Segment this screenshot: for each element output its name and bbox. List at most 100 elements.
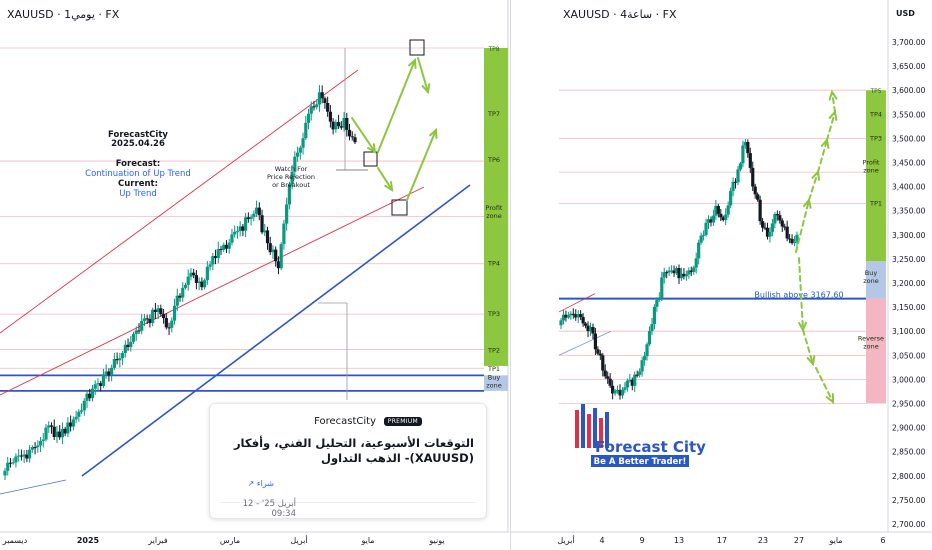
daily-candle <box>323 98 327 103</box>
daily-candle <box>153 309 157 312</box>
h4-candle <box>603 370 607 377</box>
zone-label-4a: Buy <box>865 269 878 277</box>
daily-candle <box>200 281 204 288</box>
logo-bar <box>605 412 609 448</box>
zone-label-top: TP5 <box>869 88 881 95</box>
logo-bar <box>575 410 579 448</box>
daily-candle <box>55 431 59 438</box>
h4-candle <box>655 299 659 307</box>
zone-label-2a: Profit <box>486 204 503 212</box>
daily-candle <box>181 287 185 298</box>
daily-candle <box>326 102 330 112</box>
h4-candle <box>645 344 649 357</box>
price-tick: 3,450.00 <box>892 159 926 168</box>
h4-candle <box>753 186 757 195</box>
forecast-arrow-down1-head <box>367 143 377 154</box>
logo-bar <box>581 404 585 448</box>
daily-candle <box>159 308 163 315</box>
daily-candle <box>66 422 70 434</box>
logo-bar <box>593 408 597 448</box>
h4-candle <box>660 277 664 298</box>
daily-candle <box>293 156 297 172</box>
price-tick: 2,900.00 <box>892 424 926 433</box>
h4-candle <box>606 376 610 379</box>
h4-candle <box>625 380 629 388</box>
daily-candle <box>90 388 95 399</box>
daily-candle <box>52 426 56 438</box>
zone-label-0: TP4 <box>869 110 882 118</box>
idea-card[interactable]: ForecastCity PREMIUM التوقعات الأسبوعية،… <box>209 403 487 519</box>
h4-candle <box>780 220 784 227</box>
idea-title[interactable]: التوقعات الأسبوعية، التحليل الفني، وأفكا… <box>233 436 474 465</box>
h4-candle <box>768 231 772 237</box>
daily-candle <box>71 419 75 427</box>
price-tick: 2,750.00 <box>892 496 926 505</box>
daily-candle <box>285 204 289 224</box>
daily-chart-panel[interactable]: TP8 TP7 TP6 Profit zone TP4 TP3 TP2 TP1 Buy zone Fo… <box>0 0 509 550</box>
h4-candle <box>714 205 718 216</box>
symbol-title: XAUUSD · 4ساعة · FX <box>563 8 677 21</box>
daily-candle <box>222 244 226 250</box>
price-tick: 3,200.00 <box>892 279 926 288</box>
daily-candle <box>315 104 319 108</box>
h4-chart[interactable]: TP5TP4TP3ProfitzoneTP1BuyzoneReversezone… <box>511 0 932 550</box>
up-arrow-4 <box>826 111 836 141</box>
reverse-zone <box>866 298 886 404</box>
down-arrow-2 <box>802 329 814 365</box>
time-tick: 13 <box>674 536 684 545</box>
daily-candle <box>274 249 278 262</box>
daily-candle <box>38 440 43 446</box>
daily-candle <box>252 213 256 218</box>
h4-candle <box>598 353 602 356</box>
daily-candle <box>28 449 32 459</box>
daily-candle <box>230 234 234 243</box>
daily-candle <box>235 231 240 233</box>
h4-chart-panel[interactable]: TP5 TP4 TP3 Profit zone TP1 Buy zone Reverse zone… <box>510 0 932 550</box>
h4-candle <box>795 234 799 242</box>
profit-zone <box>484 48 508 366</box>
h4-candle <box>687 270 691 275</box>
daily-candle <box>49 425 54 427</box>
down-arrow-2-head <box>806 355 816 367</box>
forecast-arrow-down3-head <box>384 181 394 192</box>
daily-candle <box>295 152 300 157</box>
daily-candle <box>249 217 253 220</box>
target-box-1 <box>409 39 425 56</box>
zone-label-2b: zone <box>486 212 502 220</box>
daily-candle <box>345 117 349 130</box>
h4-candle <box>760 221 765 228</box>
h4-candle <box>751 167 755 187</box>
idea-author[interactable]: ForecastCity <box>314 416 376 427</box>
time-tick: 23 <box>758 536 768 545</box>
daily-candle <box>175 295 179 306</box>
h4-candle <box>667 270 671 273</box>
h4-candle <box>704 222 708 235</box>
target-box-2 <box>363 151 378 167</box>
price-tick: 3,600.00 <box>892 86 926 95</box>
price-tick: 3,500.00 <box>892 134 926 143</box>
h4-candle <box>709 219 713 223</box>
up-arrow-5 <box>831 91 836 113</box>
daily-candle <box>110 367 114 376</box>
daily-candle <box>142 318 147 321</box>
h4-candle <box>611 385 615 394</box>
h4-candle <box>652 306 657 325</box>
daily-candle <box>238 226 242 232</box>
daily-candle <box>216 249 220 259</box>
daily-candle <box>112 358 116 368</box>
zone-label-2b: zone <box>863 166 879 174</box>
daily-candle <box>101 374 106 386</box>
forecast-arrow-down1 <box>351 117 376 153</box>
zone-label-5: TP2 <box>487 346 500 354</box>
daily-candle <box>279 244 283 269</box>
daily-candle <box>282 223 286 245</box>
mid-channel-line <box>0 186 425 396</box>
h4-candle <box>564 314 568 318</box>
daily-candle <box>347 129 352 137</box>
daily-candle <box>123 344 127 354</box>
daily-candle <box>304 122 308 139</box>
h4-candle <box>694 258 698 268</box>
daily-candle <box>30 447 34 450</box>
h4-candle <box>746 142 750 154</box>
daily-candle <box>342 117 346 128</box>
